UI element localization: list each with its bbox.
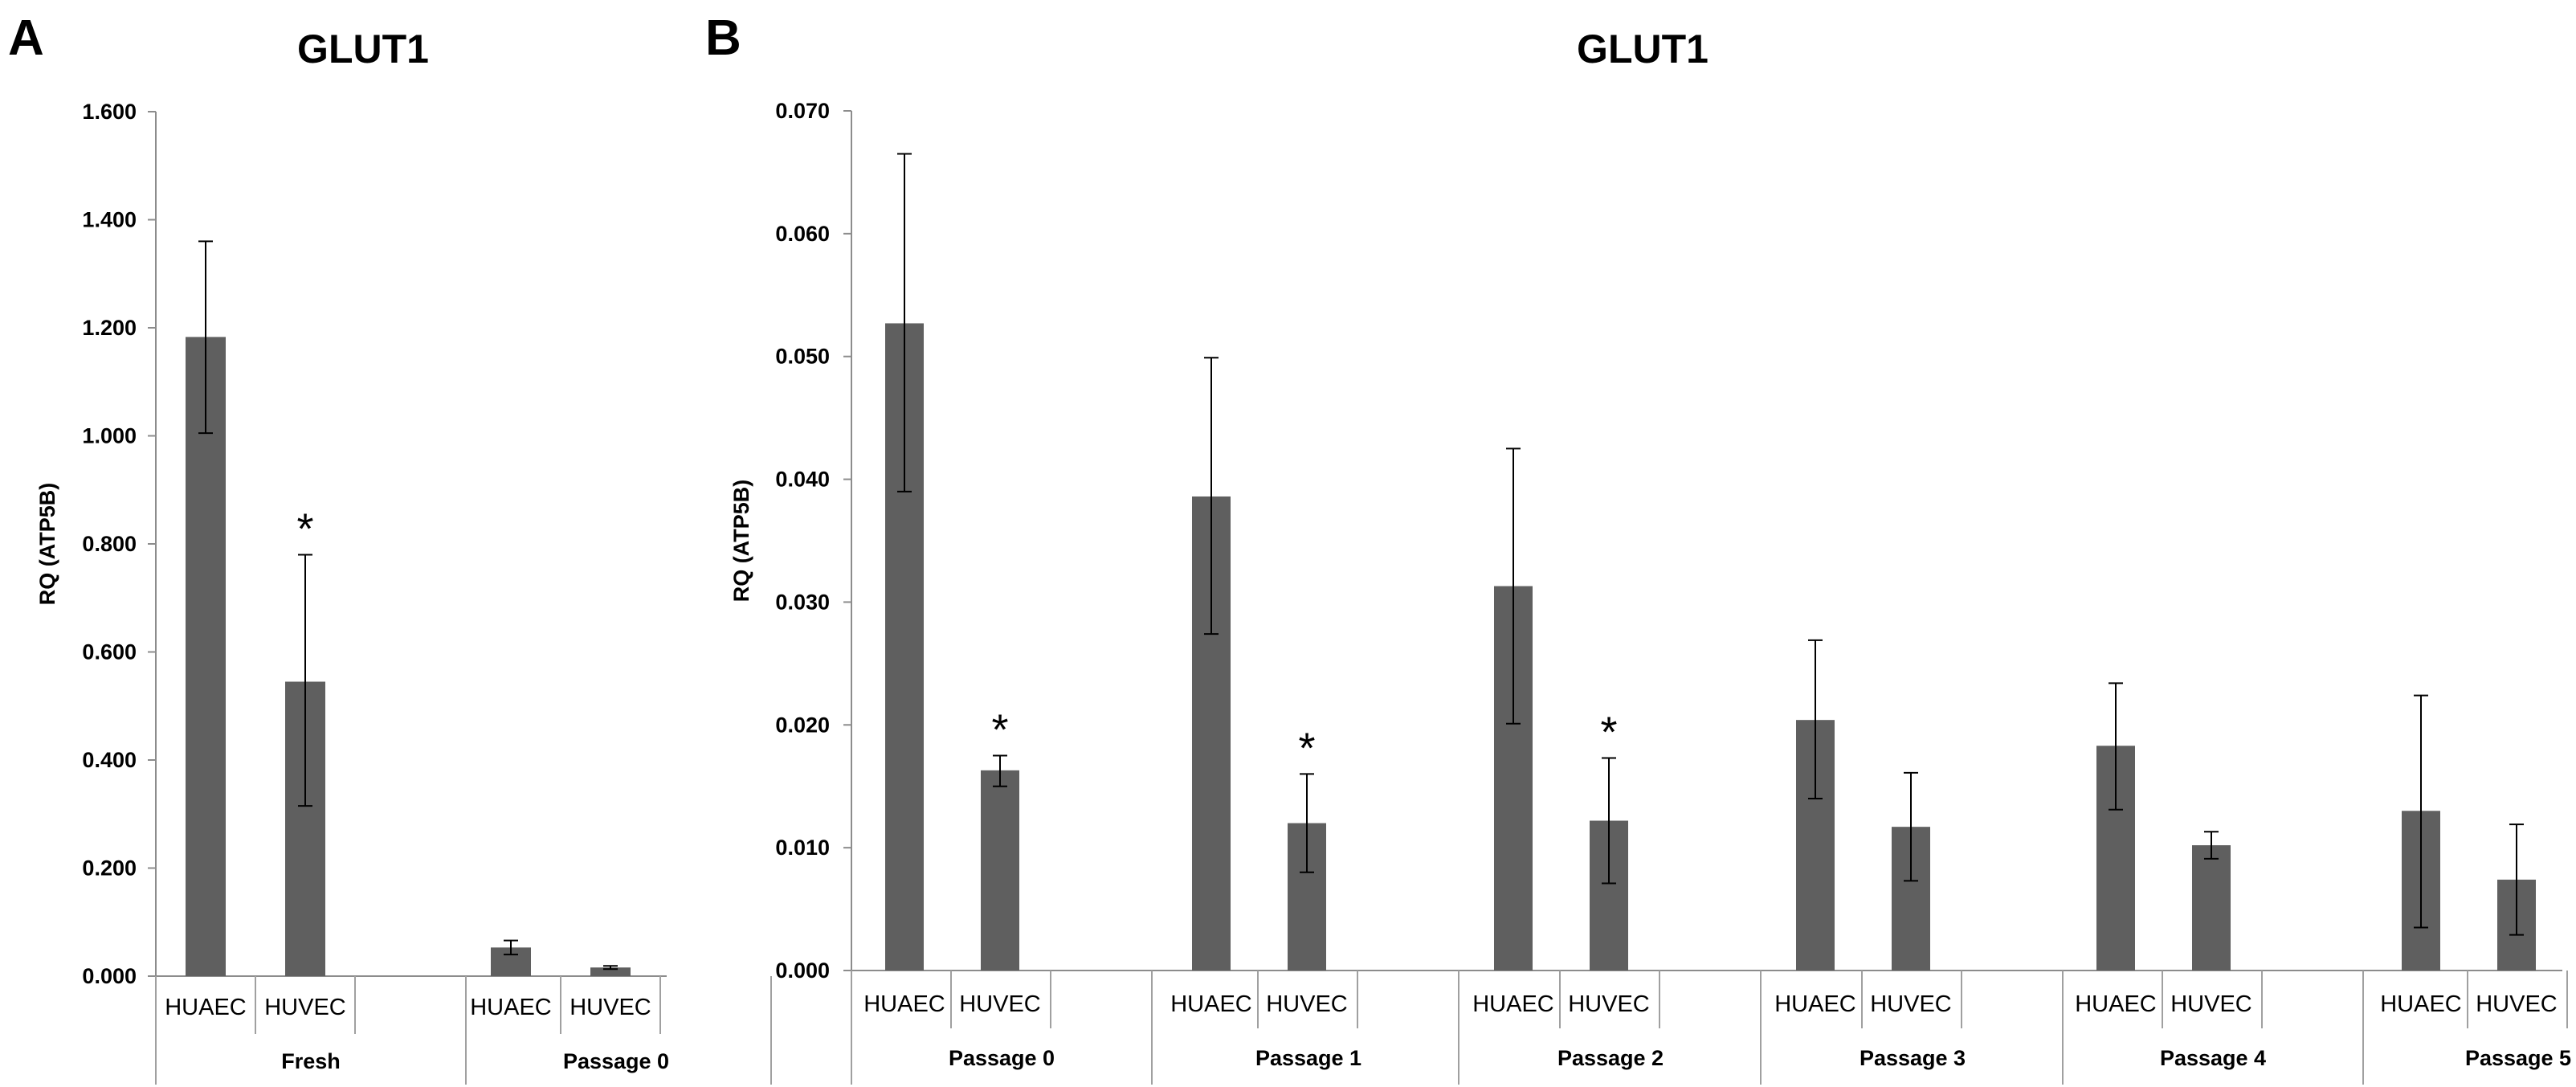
- group-label: Passage 2: [1557, 1046, 1664, 1070]
- y-tick-label: 0.600: [82, 640, 137, 664]
- y-tick-label: 0.060: [775, 222, 830, 246]
- category-label: HUAEC: [165, 995, 247, 1020]
- category-label: HUAEC: [2075, 991, 2157, 1017]
- category-label: HUVEC: [264, 995, 346, 1020]
- category-label: HUAEC: [1472, 991, 1554, 1017]
- category-label: HUAEC: [470, 995, 552, 1020]
- y-tick-label: 0.020: [775, 713, 830, 737]
- chart-title: GLUT1: [297, 27, 429, 72]
- group-label: Passage 4: [2160, 1046, 2266, 1070]
- y-tick-label: 1.000: [82, 424, 137, 448]
- y-tick-label: 0.050: [775, 345, 830, 369]
- category-label: HUVEC: [2476, 991, 2558, 1017]
- group-label: Fresh: [281, 1049, 341, 1073]
- bar: [590, 967, 631, 976]
- group-label: Passage 5: [2465, 1046, 2571, 1070]
- y-tick-label: 0.400: [82, 748, 137, 772]
- y-tick-label: 0.200: [82, 856, 137, 881]
- y-tick-label: 0.070: [775, 99, 830, 123]
- group-label: Passage 0: [563, 1049, 669, 1073]
- group-label: Passage 1: [1255, 1046, 1361, 1070]
- bar: [981, 770, 1019, 971]
- y-tick-label: 0.010: [775, 836, 830, 860]
- significance-star: *: [991, 706, 1008, 754]
- category-label: HUVEC: [959, 991, 1041, 1017]
- category-label: HUVEC: [569, 995, 651, 1020]
- y-tick-label: 1.400: [82, 208, 137, 232]
- y-tick-label: 0.000: [82, 964, 137, 988]
- category-label: HUVEC: [1870, 991, 1952, 1017]
- group-label: Passage 3: [1860, 1046, 1966, 1070]
- category-label: HUVEC: [2170, 991, 2252, 1017]
- y-tick-label: 1.200: [82, 316, 137, 340]
- category-label: HUAEC: [2380, 991, 2462, 1017]
- category-label: HUAEC: [1774, 991, 1856, 1017]
- y-tick-label: 1.600: [82, 100, 137, 124]
- y-tick-label: 0.030: [775, 590, 830, 614]
- category-label: HUVEC: [1266, 991, 1348, 1017]
- y-axis-label: RQ (ATP5B): [729, 480, 753, 603]
- y-axis-label: RQ (ATP5B): [35, 483, 59, 606]
- panel-letter: A: [8, 10, 44, 66]
- chart-panel-b: B GLUT1 0.000 0.010 0.020 0.030 0.040 0.050 0.06…: [705, 10, 2571, 1085]
- y-tick-label: 0.040: [775, 468, 830, 492]
- category-label: HUVEC: [1568, 991, 1650, 1017]
- y-tick-label: 0.800: [82, 532, 137, 556]
- category-label: HUAEC: [863, 991, 945, 1017]
- group-label: Passage 0: [949, 1046, 1055, 1070]
- chart-panel-a: A GLUT1 0.000 0.200 0.400 0.600 0.800 1.000 1.20…: [8, 10, 772, 1085]
- category-label: HUAEC: [1170, 991, 1252, 1017]
- significance-star: *: [1298, 724, 1315, 772]
- chart-title: GLUT1: [1577, 27, 1708, 72]
- y-tick-label: 0.000: [775, 958, 830, 983]
- significance-star: *: [296, 505, 313, 553]
- panel-letter: B: [705, 10, 741, 66]
- bar: [2192, 845, 2231, 971]
- bar: [186, 337, 226, 976]
- significance-star: *: [1600, 709, 1617, 757]
